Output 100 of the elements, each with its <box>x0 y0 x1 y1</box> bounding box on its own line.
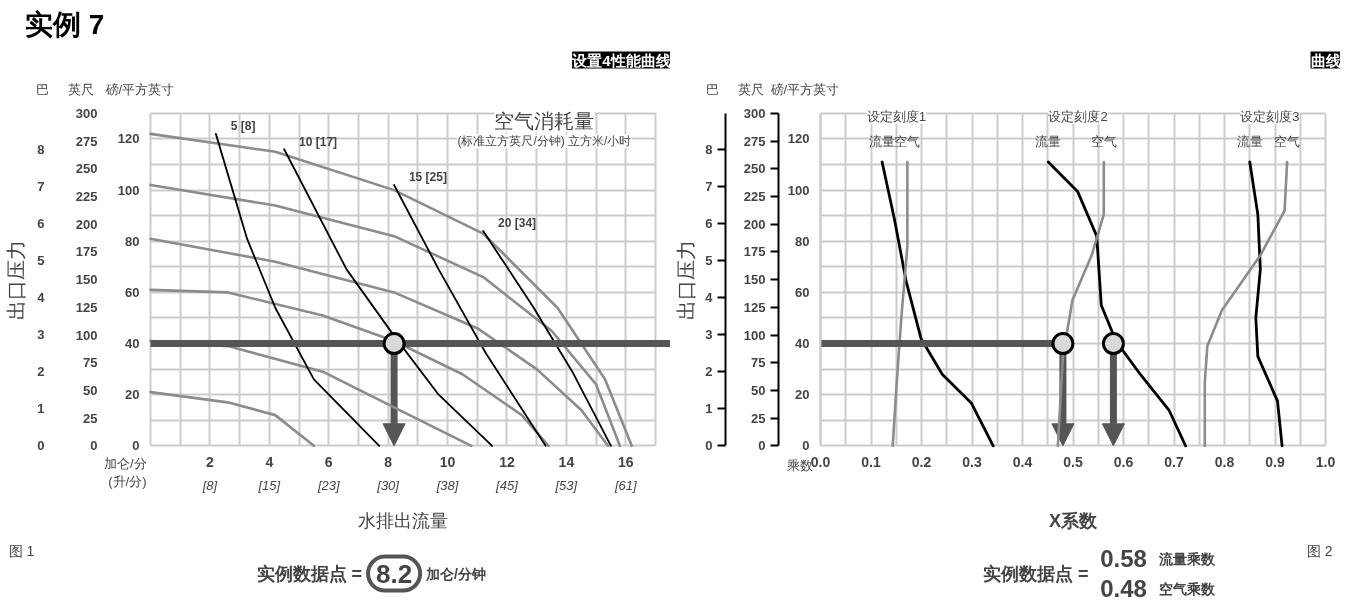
y2-axis-title: 英尺 <box>737 81 764 97</box>
text: 出口压力 <box>4 239 27 320</box>
annotation: 空气消耗量 <box>494 110 595 133</box>
x2-tick-label: [30] <box>376 477 400 493</box>
chart-title: 设置4性能曲线 <box>571 51 671 69</box>
line-series <box>891 160 909 448</box>
y-tick-label: 40 <box>125 336 140 352</box>
y-tick-label: 40 <box>795 336 810 352</box>
x2-tick-label: [53] <box>554 477 578 493</box>
x-tick-label: 1.0 <box>1315 453 1336 470</box>
annotation: 设定刻度3 <box>1240 108 1300 124</box>
y2-tick-label: 100 <box>75 327 98 343</box>
x-tick-label: 0.8 <box>1214 453 1235 470</box>
y3-tick-label: 7 <box>37 178 45 194</box>
series-label: 20 [34] <box>498 216 537 231</box>
x-tick-label: 0.2 <box>911 453 932 470</box>
x-tick-label: 0.1 <box>861 453 881 470</box>
line-series <box>149 237 610 448</box>
y2-tick-label: 200 <box>75 216 98 232</box>
line-series <box>1203 160 1289 448</box>
text: 加仑/分钟 <box>425 565 486 582</box>
x-tick-label: 16 <box>618 453 634 470</box>
y-tick-label: 60 <box>795 284 810 300</box>
line-series <box>149 390 316 448</box>
x-tick-label: 2 <box>206 453 215 470</box>
series-label: 15 [25] <box>408 170 447 185</box>
y3-tick-label: 4 <box>705 289 714 305</box>
y2-tick-label: 275 <box>743 133 766 149</box>
y3-tick-label: 5 <box>705 252 713 268</box>
line-series <box>214 132 381 447</box>
x2-tick-label: [38] <box>435 477 459 493</box>
y3-tick-label: 2 <box>37 364 45 380</box>
y3-tick-label: 3 <box>705 327 713 343</box>
x-tick-label: 0.6 <box>1113 453 1134 470</box>
x-axis-title: X系数 <box>1049 510 1098 531</box>
x-tick-label: 10 <box>439 453 456 470</box>
line-series <box>149 132 634 448</box>
y2-tick-label: 25 <box>83 410 98 426</box>
line-series <box>880 160 995 448</box>
line-series <box>393 184 547 447</box>
y-tick-label: 60 <box>125 284 140 300</box>
y3-tick-label: 8 <box>37 141 45 157</box>
y2-tick-label: 300 <box>75 105 98 121</box>
y2-tick-label: 75 <box>83 355 98 371</box>
y3-tick-label: 1 <box>705 401 713 417</box>
text: 0.58 <box>1100 545 1147 573</box>
y3-tick-label: 0 <box>705 438 713 454</box>
series-label: 流量 <box>1236 134 1263 150</box>
y3-tick-label: 6 <box>705 215 713 231</box>
y2-tick-label: 225 <box>743 189 766 205</box>
annotation: 设定刻度2 <box>1048 108 1108 124</box>
y-tick-label: 120 <box>787 131 810 147</box>
y2-tick-label: 300 <box>743 105 766 121</box>
y-tick-label: 120 <box>117 131 140 147</box>
line-series <box>149 288 550 448</box>
y-tick-label: 80 <box>795 233 810 249</box>
line-series <box>1046 160 1188 448</box>
y2-tick-label: 0 <box>758 438 766 454</box>
y-tick-label: 80 <box>125 233 140 249</box>
y2-tick-label: 50 <box>751 382 766 398</box>
y2-tick-label: 250 <box>743 161 766 177</box>
x2-tick-label: [61] <box>613 477 637 493</box>
y2-tick-label: 50 <box>83 382 98 398</box>
y-tick-label: 20 <box>795 387 810 403</box>
x-tick-label: 0.5 <box>1063 453 1083 470</box>
y-tick-label: 100 <box>787 182 810 198</box>
x-tick-label: 8 <box>384 453 393 470</box>
chart-title: 曲线 <box>1310 51 1341 69</box>
x-tick-label: 6 <box>324 453 333 470</box>
line-series <box>482 230 612 447</box>
y2-tick-label: 125 <box>743 299 766 315</box>
text: 实例 7 <box>25 8 105 42</box>
y-axis-title: 磅/平方英寸 <box>769 81 840 97</box>
y3-axis-title: 巴 <box>36 81 49 97</box>
y2-tick-label: 225 <box>75 189 98 205</box>
y3-tick-label: 6 <box>37 215 45 231</box>
series-label: 10 [17] <box>299 134 338 149</box>
series-label: 空气 <box>1274 134 1301 150</box>
y3-tick-label: 1 <box>37 401 45 417</box>
x-axis-title: 水排出流量 <box>358 510 448 531</box>
text: 8.2 <box>376 558 413 589</box>
y2-tick-label: 100 <box>743 327 766 343</box>
line-series <box>283 148 494 447</box>
x-tick-label: 14 <box>558 453 575 470</box>
y2-tick-label: 150 <box>743 272 766 288</box>
x-tick-label: 0.7 <box>1164 453 1184 470</box>
y3-tick-label: 5 <box>37 252 45 268</box>
y2-tick-label: 175 <box>75 244 98 260</box>
y2-axis-title: 英尺 <box>67 81 94 97</box>
y3-tick-label: 4 <box>37 289 46 305</box>
x-tick-label: 0.0 <box>810 453 831 470</box>
y2-tick-label: 75 <box>751 355 766 371</box>
y3-tick-label: 8 <box>705 141 713 157</box>
y3-tick-label: 7 <box>705 178 713 194</box>
y3-tick-label: 0 <box>37 438 45 454</box>
y2-tick-label: 250 <box>75 161 98 177</box>
y2-tick-label: 275 <box>75 133 98 149</box>
caption: 图 1 <box>8 542 35 559</box>
text: 实例数据点 = <box>982 563 1089 584</box>
text: 空气乘数 <box>1158 580 1216 597</box>
